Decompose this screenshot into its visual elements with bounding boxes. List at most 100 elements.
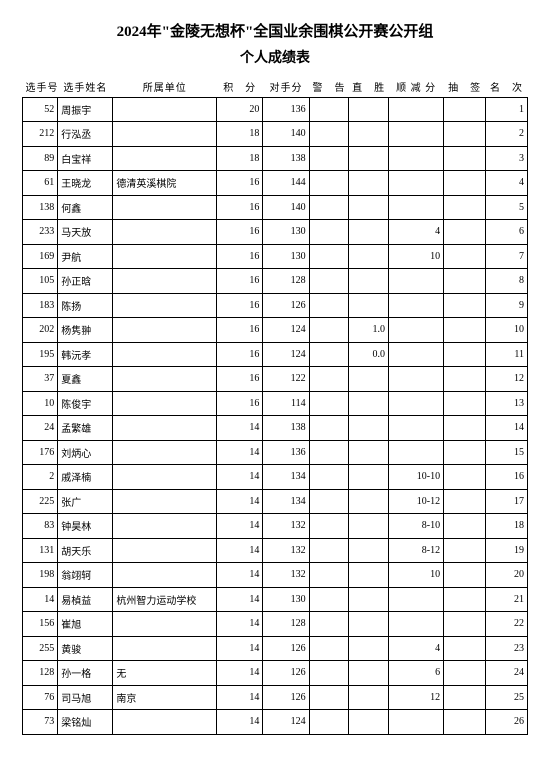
cell-opp-points: 128 — [263, 269, 309, 294]
cell-tiebreak: 8-10 — [389, 514, 444, 539]
cell-points: 14 — [217, 685, 263, 710]
cell-draw — [444, 146, 486, 171]
cell-opp-points: 126 — [263, 685, 309, 710]
cell-player-id: 24 — [23, 416, 58, 441]
cell-tiebreak: 10-12 — [389, 489, 444, 514]
cell-tiebreak — [389, 195, 444, 220]
cell-unit — [113, 318, 217, 343]
cell-points: 14 — [217, 538, 263, 563]
cell-draw — [444, 661, 486, 686]
cell-tiebreak — [389, 367, 444, 392]
cell-direct-win: 1.0 — [349, 318, 389, 343]
cell-opp-points: 122 — [263, 367, 309, 392]
cell-warning — [309, 587, 349, 612]
cell-rank: 23 — [486, 636, 528, 661]
cell-direct-win — [349, 122, 389, 147]
table-row: 131胡天乐141328-1219 — [23, 538, 528, 563]
cell-draw — [444, 440, 486, 465]
cell-warning — [309, 440, 349, 465]
cell-tiebreak — [389, 318, 444, 343]
cell-unit: 南京 — [113, 685, 217, 710]
cell-rank: 15 — [486, 440, 528, 465]
cell-tiebreak — [389, 391, 444, 416]
cell-rank: 1 — [486, 97, 528, 122]
table-row: 73梁铭灿1412426 — [23, 710, 528, 735]
col-direct-win: 直 胜 — [349, 77, 389, 97]
cell-points: 18 — [217, 146, 263, 171]
cell-points: 14 — [217, 661, 263, 686]
cell-tiebreak — [389, 440, 444, 465]
cell-player-id: 73 — [23, 710, 58, 735]
cell-draw — [444, 563, 486, 588]
cell-warning — [309, 146, 349, 171]
cell-player-id: 131 — [23, 538, 58, 563]
cell-draw — [444, 538, 486, 563]
cell-unit — [113, 710, 217, 735]
cell-direct-win — [349, 269, 389, 294]
cell-draw — [444, 587, 486, 612]
cell-warning — [309, 538, 349, 563]
cell-tiebreak — [389, 171, 444, 196]
cell-direct-win — [349, 440, 389, 465]
cell-opp-points: 114 — [263, 391, 309, 416]
cell-draw — [444, 220, 486, 245]
cell-unit — [113, 195, 217, 220]
table-body: 52周振宇201361212行泓丞18140289白宝祥18138361王晓龙德… — [23, 97, 528, 734]
cell-direct-win — [349, 391, 389, 416]
cell-player-id: 198 — [23, 563, 58, 588]
cell-player-name: 刘炳心 — [58, 440, 113, 465]
cell-warning — [309, 563, 349, 588]
cell-warning — [309, 318, 349, 343]
cell-player-id: 176 — [23, 440, 58, 465]
cell-warning — [309, 342, 349, 367]
cell-points: 16 — [217, 269, 263, 294]
cell-warning — [309, 367, 349, 392]
cell-player-name: 孙正晗 — [58, 269, 113, 294]
cell-player-id: 2 — [23, 465, 58, 490]
cell-player-name: 行泓丞 — [58, 122, 113, 147]
cell-points: 14 — [217, 514, 263, 539]
table-row: 255黄骏14126423 — [23, 636, 528, 661]
cell-direct-win — [349, 563, 389, 588]
cell-warning — [309, 710, 349, 735]
cell-opp-points: 126 — [263, 293, 309, 318]
cell-direct-win — [349, 244, 389, 269]
cell-rank: 9 — [486, 293, 528, 318]
cell-player-name: 张广 — [58, 489, 113, 514]
col-points: 积 分 — [217, 77, 263, 97]
cell-unit — [113, 97, 217, 122]
cell-points: 16 — [217, 367, 263, 392]
cell-unit: 杭州智力运动学校 — [113, 587, 217, 612]
cell-draw — [444, 391, 486, 416]
cell-opp-points: 140 — [263, 195, 309, 220]
cell-rank: 21 — [486, 587, 528, 612]
cell-rank: 20 — [486, 563, 528, 588]
cell-draw — [444, 244, 486, 269]
cell-opp-points: 130 — [263, 244, 309, 269]
cell-unit — [113, 514, 217, 539]
cell-draw — [444, 97, 486, 122]
cell-player-name: 易楨益 — [58, 587, 113, 612]
cell-player-id: 61 — [23, 171, 58, 196]
table-row: 76司马旭南京141261225 — [23, 685, 528, 710]
cell-draw — [444, 489, 486, 514]
cell-rank: 11 — [486, 342, 528, 367]
cell-opp-points: 134 — [263, 489, 309, 514]
cell-player-id: 212 — [23, 122, 58, 147]
cell-direct-win — [349, 587, 389, 612]
cell-tiebreak: 10-10 — [389, 465, 444, 490]
cell-player-name: 司马旭 — [58, 685, 113, 710]
cell-opp-points: 134 — [263, 465, 309, 490]
cell-points: 14 — [217, 416, 263, 441]
cell-rank: 10 — [486, 318, 528, 343]
cell-rank: 2 — [486, 122, 528, 147]
page-subtitle: 个人成绩表 — [22, 47, 528, 67]
cell-unit — [113, 563, 217, 588]
cell-warning — [309, 195, 349, 220]
cell-player-id: 169 — [23, 244, 58, 269]
cell-draw — [444, 514, 486, 539]
cell-tiebreak — [389, 710, 444, 735]
cell-rank: 25 — [486, 685, 528, 710]
cell-opp-points: 136 — [263, 97, 309, 122]
cell-direct-win — [349, 293, 389, 318]
